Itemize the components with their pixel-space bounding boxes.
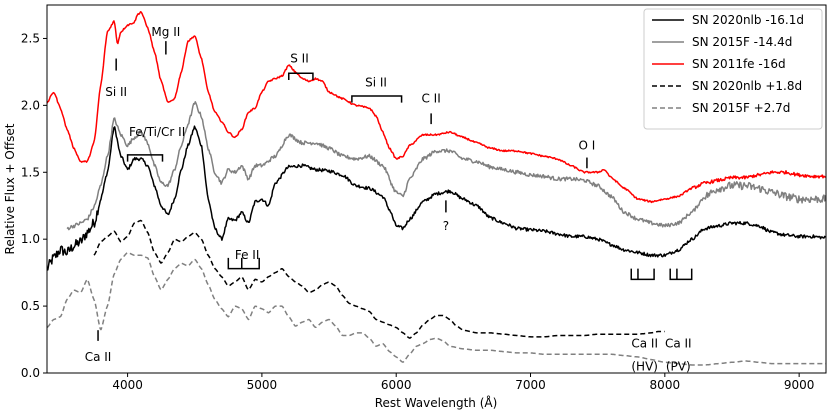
y-tick-label: 1.0 (21, 232, 40, 246)
y-tick-label: 0.5 (21, 299, 40, 313)
legend: SN 2020nlb -16.1d SN 2015F -14.4d SN 2011f… (643, 8, 823, 130)
legend-label: SN 2020nlb +1.8d (692, 79, 802, 93)
x-tick-label: 4000 (112, 378, 143, 392)
y-tick-label: 1.5 (21, 165, 40, 179)
annotation-bracket (669, 268, 693, 281)
y-axis-title: Relative Flux + Offset (3, 123, 17, 254)
y-tick-label: 0.0 (21, 366, 40, 380)
series-line (93, 219, 665, 339)
annotation-bracket (227, 257, 260, 270)
series-layer (47, 11, 826, 366)
legend-label: SN 2015F +2.7d (692, 101, 790, 115)
x-tick-label: 5000 (247, 378, 278, 392)
annotation-label: Ca II (665, 337, 692, 351)
x-tick-label: 9000 (784, 378, 815, 392)
series-line (47, 251, 826, 366)
annotation-label: Ca II (631, 337, 658, 351)
legend-box (643, 8, 823, 130)
x-tick-label: 7000 (515, 378, 546, 392)
legend-label: SN 2015F -14.4d (692, 35, 792, 49)
annotation-bracket (288, 72, 314, 80)
y-tick-label: 2.5 (21, 31, 40, 45)
annotation-label: Fe/Ti/Cr II (129, 125, 185, 139)
annotation-label: (HV) (631, 359, 658, 373)
series-line (66, 101, 826, 231)
annotation-layer: Si II Mg II Fe/Ti/Cr II S II Si II C II O I? Fe… (85, 25, 693, 373)
annotation-bracket (630, 268, 655, 281)
annotation-label: Si II (105, 85, 127, 99)
axis-layer: 4000 5000 6000 7000 8000 9000 0.0 0.5 1.0 1.5 2.0 2… (21, 31, 815, 392)
annotation-label: Si II (365, 76, 387, 90)
legend-label: SN 2020nlb -16.1d (692, 13, 804, 27)
annotation-label: ? (443, 219, 449, 233)
annotation-label: Ca II (85, 350, 112, 364)
annotation-label: Mg II (151, 25, 180, 39)
annotation-bracket (351, 95, 403, 103)
y-tick-label: 2.0 (21, 98, 40, 112)
x-tick-label: 8000 (650, 378, 681, 392)
series-line (47, 125, 826, 271)
series-line (47, 11, 826, 204)
x-tick-label: 6000 (381, 378, 412, 392)
annotation-bracket (126, 154, 164, 162)
legend-label: SN 2011fe -16d (692, 57, 786, 71)
annotation-label: O I (579, 139, 596, 153)
annotation-label: S II (290, 52, 309, 66)
x-axis-title: Rest Wavelength (Å) (375, 395, 498, 410)
annotation-label: Fe II (235, 248, 260, 262)
annotation-label: (PV) (666, 359, 691, 373)
plot-frame (46, 4, 827, 374)
annotation-label: C II (421, 92, 440, 106)
